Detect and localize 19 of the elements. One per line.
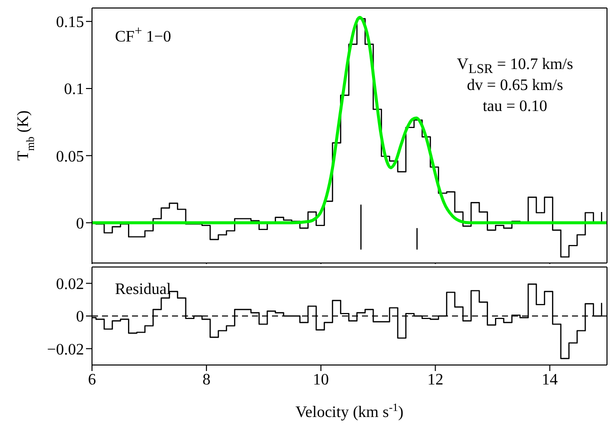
- y-tick-label: 0.1: [64, 81, 84, 98]
- annotation: Residual: [115, 280, 171, 300]
- y-tick-label: 0.02: [56, 276, 84, 294]
- x-tick-label: 10: [312, 371, 329, 388]
- y-tick-label: −0.02: [46, 341, 84, 358]
- annotation: V$_{LSR}$ = 10.7 km/s: [456, 56, 574, 76]
- annotation: tau = 0.10: [482, 97, 548, 117]
- x-axis-title: Velocity (km s$^{-1}$): [296, 402, 404, 421]
- x-tick-label: 8: [202, 371, 210, 388]
- y-tick-label: 0.05: [56, 148, 84, 166]
- annotation: dv = 0.65 km/s: [466, 76, 564, 96]
- x-tick-label: 12: [427, 371, 444, 388]
- y-tick-label: 0.15: [56, 14, 84, 32]
- annotation: CF$^{+}$ 1−0: [115, 22, 172, 48]
- line-series: [92, 16, 607, 224]
- y-tick-label: 0: [76, 308, 84, 326]
- x-tick-label: 14: [542, 371, 558, 388]
- y-tick-label: 0: [76, 215, 84, 232]
- x-tick-label: 6: [88, 371, 96, 388]
